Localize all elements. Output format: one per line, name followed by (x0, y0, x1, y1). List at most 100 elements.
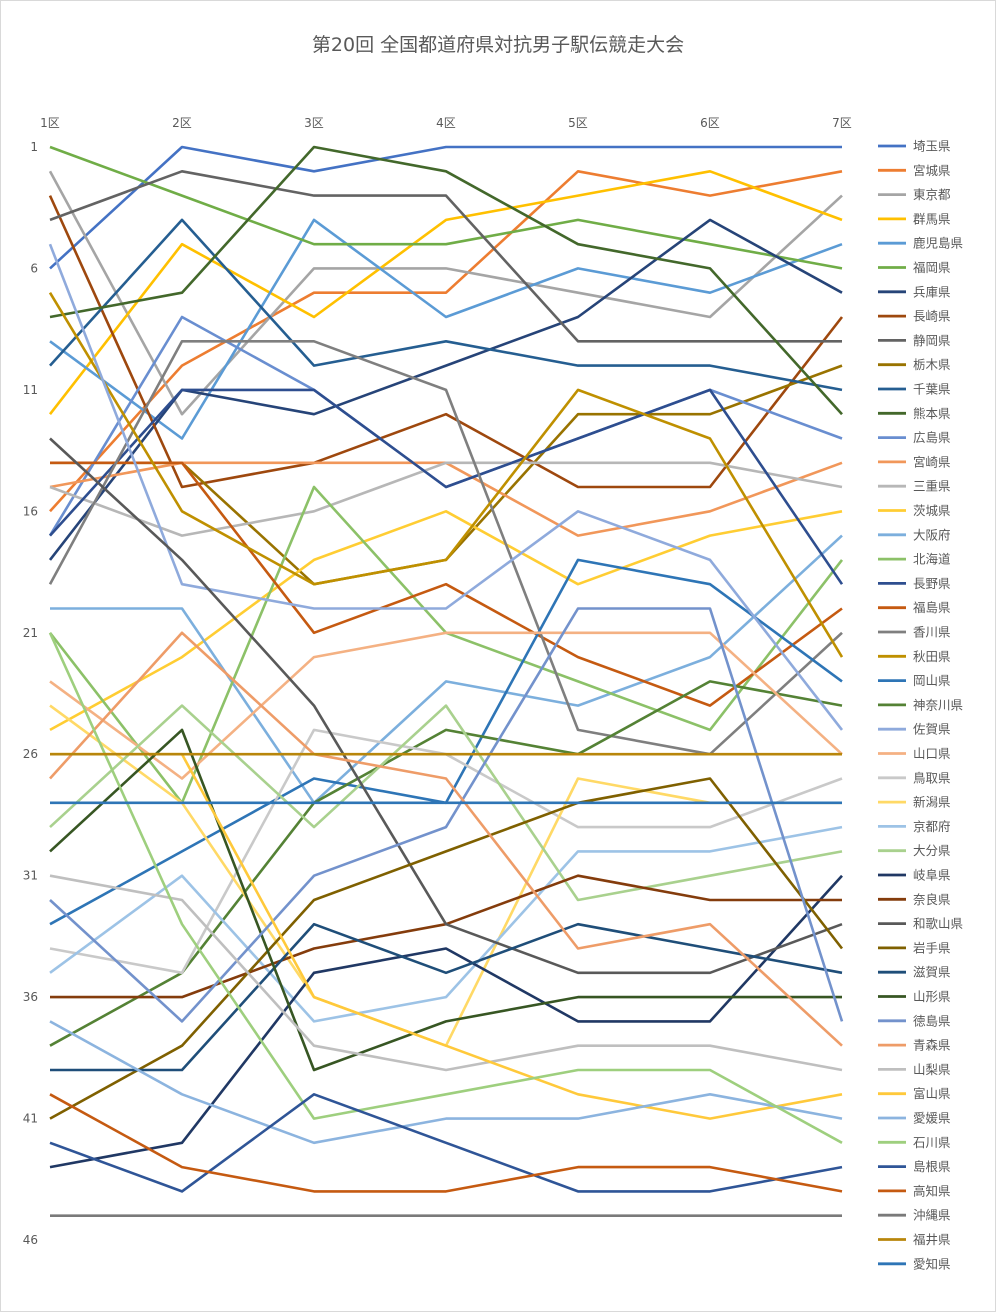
legend-label: 神奈川県 (913, 697, 963, 712)
x-tick-label: 2区 (172, 116, 192, 130)
legend-label: 石川県 (913, 1135, 951, 1150)
series-line (49, 145, 843, 270)
x-tick-label: 5区 (568, 116, 588, 130)
legend-label: 福岡県 (913, 260, 951, 275)
series-line (49, 218, 843, 392)
series-line (48, 170, 843, 416)
series-line (49, 874, 843, 1169)
legend-label: 青森県 (913, 1038, 951, 1053)
legend-label: 兵庫県 (913, 284, 951, 299)
series-line (49, 777, 844, 1120)
series-line (48, 315, 843, 537)
series-line (48, 195, 844, 489)
legend-label: 秋田県 (913, 649, 951, 664)
legend-label: 富山県 (913, 1086, 951, 1101)
legend-label: 高知県 (913, 1183, 951, 1198)
y-tick-label: 26 (23, 747, 38, 761)
series-line (50, 922, 843, 1072)
legend-label: 和歌山県 (913, 916, 963, 931)
series-line (49, 437, 843, 975)
legend-label: 大分県 (913, 843, 951, 858)
series-line (49, 509, 843, 732)
y-tick-label: 41 (23, 1112, 38, 1126)
legend-label: 大阪府 (913, 527, 951, 542)
legend-label: 沖縄県 (913, 1208, 951, 1223)
legend-label: 佐賀県 (913, 722, 951, 737)
legend-label: 鳥取県 (913, 770, 951, 785)
legend-label: 宮城県 (913, 163, 951, 178)
y-tick-label: 16 (23, 504, 38, 518)
legend-label: 岡山県 (913, 673, 951, 688)
series-line (49, 607, 844, 1023)
x-tick-label: 7区 (832, 116, 852, 130)
legend-label: 長崎県 (913, 309, 951, 324)
legend-label: 福井県 (913, 1232, 951, 1247)
legend-label: 岐阜県 (913, 868, 951, 883)
series-line (50, 461, 843, 707)
series-line (49, 218, 843, 440)
legend-label: 岩手県 (913, 940, 951, 955)
y-tick-label: 21 (23, 626, 38, 640)
series-line (49, 825, 843, 1023)
series-line (49, 145, 842, 270)
y-tick-label: 11 (23, 383, 38, 397)
legend-label: 熊本県 (913, 406, 951, 421)
legend-label: 宮崎県 (913, 454, 951, 469)
x-axis-ticks: 1区 2区 3区 4区 5区 6区 7区 (40, 116, 852, 130)
legend-label: 島根県 (913, 1159, 951, 1174)
series-line (48, 632, 843, 1144)
x-tick-label: 1区 (40, 116, 60, 130)
series-line (49, 461, 843, 537)
legend-label: 福島県 (913, 600, 951, 615)
y-tick-label: 6 (30, 261, 38, 275)
legend-label: 三重県 (913, 479, 951, 494)
legend-label: 埼玉県 (913, 139, 951, 154)
legend-label: 北海道 (913, 552, 951, 567)
legend-label: 山口県 (913, 746, 951, 761)
series-line (48, 243, 844, 731)
legend-label: 香川県 (913, 625, 951, 640)
y-tick-label: 1 (30, 140, 38, 154)
y-tick-label: 31 (23, 869, 38, 883)
legend-label: 山形県 (913, 989, 951, 1004)
series-line (49, 631, 843, 1047)
legend-label: 愛媛県 (913, 1111, 951, 1126)
legend-label: 千葉県 (913, 382, 951, 397)
series-line (48, 170, 843, 415)
legend-label: 滋賀県 (913, 965, 951, 980)
series-line (49, 145, 843, 416)
series-line (49, 1093, 843, 1193)
legend-label: 茨城県 (913, 503, 951, 518)
legend-label: 京都府 (913, 819, 951, 834)
legend-label: 群馬県 (913, 211, 951, 226)
legend-label: 東京都 (913, 187, 951, 202)
series-line (48, 292, 844, 658)
series-line (49, 631, 843, 780)
y-tick-label: 46 (23, 1233, 38, 1247)
series-line (49, 680, 843, 1047)
series-line (49, 704, 843, 902)
series-line (49, 728, 842, 1072)
series-line (49, 388, 844, 585)
legend-label: 静岡県 (913, 333, 951, 348)
series-line (49, 1093, 843, 1193)
legend-label: 山梨県 (913, 1062, 951, 1077)
y-tick-label: 36 (23, 990, 38, 1004)
legend-label: 広島県 (913, 430, 951, 445)
series-line (49, 170, 842, 343)
x-tick-label: 4区 (436, 116, 456, 130)
x-tick-label: 3区 (304, 116, 324, 130)
legend-label: 新潟県 (913, 795, 951, 810)
series-lines (48, 145, 844, 1217)
legend-label: 愛知県 (913, 1256, 951, 1271)
legend: 埼玉県宮城県東京都群馬県鹿児島県福岡県兵庫県長崎県静岡県栃木県千葉県熊本県広島県… (878, 139, 963, 1271)
series-line (49, 704, 842, 1047)
chart-title: 第20回 全国都道府県対抗男子駅伝競走大会 (311, 34, 685, 56)
series-line (50, 534, 843, 805)
legend-label: 長野県 (913, 576, 951, 591)
series-line (49, 170, 843, 513)
x-tick-label: 6区 (700, 116, 720, 130)
